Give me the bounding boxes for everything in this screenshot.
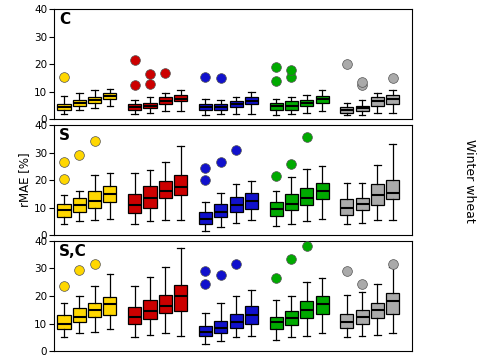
PathPatch shape: [300, 100, 313, 106]
PathPatch shape: [371, 184, 384, 205]
PathPatch shape: [144, 300, 156, 319]
PathPatch shape: [199, 326, 212, 336]
PathPatch shape: [340, 314, 354, 328]
PathPatch shape: [128, 104, 141, 110]
PathPatch shape: [199, 104, 212, 110]
PathPatch shape: [88, 303, 101, 317]
PathPatch shape: [103, 186, 116, 202]
PathPatch shape: [270, 202, 282, 216]
PathPatch shape: [316, 296, 329, 314]
PathPatch shape: [285, 101, 298, 110]
Text: S: S: [59, 128, 70, 143]
PathPatch shape: [386, 180, 399, 199]
PathPatch shape: [128, 307, 141, 324]
PathPatch shape: [285, 194, 298, 210]
Text: Winter wheat: Winter wheat: [464, 139, 476, 223]
PathPatch shape: [103, 93, 116, 99]
PathPatch shape: [340, 107, 354, 113]
PathPatch shape: [300, 188, 313, 205]
PathPatch shape: [386, 293, 399, 314]
Text: S,C: S,C: [59, 244, 87, 259]
PathPatch shape: [245, 306, 258, 324]
PathPatch shape: [174, 285, 187, 311]
PathPatch shape: [371, 303, 384, 318]
PathPatch shape: [174, 94, 187, 101]
Y-axis label: rMAE [%]: rMAE [%]: [19, 153, 32, 207]
PathPatch shape: [356, 198, 369, 210]
PathPatch shape: [229, 197, 243, 212]
PathPatch shape: [174, 174, 187, 195]
PathPatch shape: [214, 321, 227, 333]
PathPatch shape: [245, 97, 258, 104]
Text: C: C: [59, 12, 70, 28]
PathPatch shape: [270, 317, 282, 329]
PathPatch shape: [229, 314, 243, 328]
PathPatch shape: [144, 103, 156, 108]
PathPatch shape: [245, 193, 258, 209]
PathPatch shape: [88, 97, 101, 103]
PathPatch shape: [57, 104, 71, 110]
PathPatch shape: [103, 297, 116, 315]
PathPatch shape: [340, 199, 354, 215]
PathPatch shape: [229, 101, 243, 107]
PathPatch shape: [300, 302, 313, 318]
PathPatch shape: [73, 100, 86, 106]
PathPatch shape: [356, 106, 369, 111]
PathPatch shape: [57, 315, 71, 329]
PathPatch shape: [214, 203, 227, 217]
PathPatch shape: [159, 97, 172, 104]
PathPatch shape: [214, 104, 227, 110]
PathPatch shape: [316, 183, 329, 199]
PathPatch shape: [57, 203, 71, 217]
PathPatch shape: [73, 308, 86, 322]
PathPatch shape: [316, 96, 329, 103]
PathPatch shape: [144, 186, 156, 208]
PathPatch shape: [88, 191, 101, 208]
PathPatch shape: [199, 212, 212, 224]
PathPatch shape: [356, 310, 369, 324]
PathPatch shape: [285, 311, 298, 325]
PathPatch shape: [159, 295, 172, 312]
PathPatch shape: [371, 97, 384, 106]
PathPatch shape: [386, 94, 399, 104]
PathPatch shape: [159, 181, 172, 198]
PathPatch shape: [73, 198, 86, 212]
PathPatch shape: [270, 103, 282, 110]
PathPatch shape: [128, 194, 141, 213]
